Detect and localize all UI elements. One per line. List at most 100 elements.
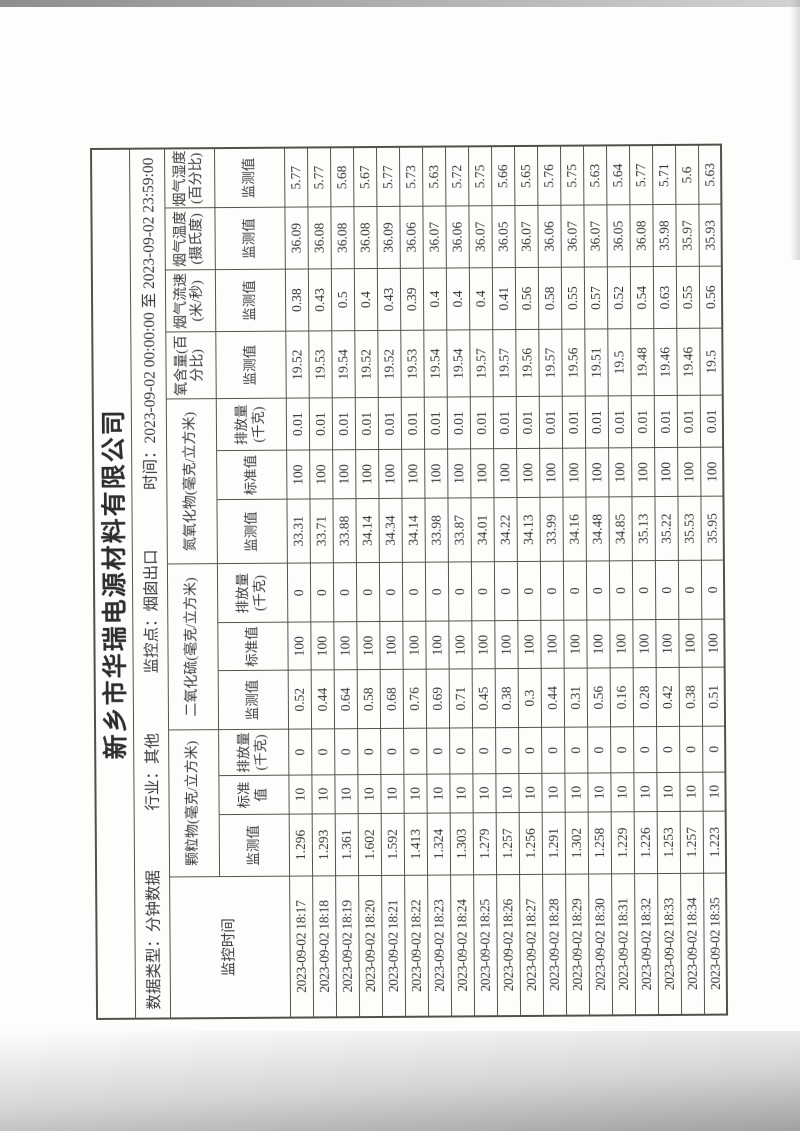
value-cell: 100	[378, 449, 402, 499]
value-cell: 1.324	[426, 812, 451, 876]
value-cell: 100	[287, 621, 311, 671]
value-cell: 5.64	[605, 145, 630, 206]
value-cell: 0	[516, 561, 541, 621]
value-cell: 5.65	[513, 145, 538, 206]
value-cell: 19.48	[630, 328, 654, 396]
value-cell: 1.258	[587, 811, 612, 875]
sub-header-pm-emission: 排放量(千克)	[218, 729, 289, 776]
value-cell: 0	[677, 560, 702, 620]
value-cell: 0	[633, 726, 657, 774]
value-cell: 100	[493, 449, 517, 498]
value-cell: 10	[495, 773, 519, 813]
value-cell: 0.01	[561, 396, 586, 449]
value-cell: 0.4	[468, 267, 493, 331]
value-cell: 0.55	[560, 266, 585, 330]
value-cell: 0.01	[377, 397, 402, 450]
value-cell: 0	[700, 560, 725, 620]
value-cell: 19.54	[423, 330, 447, 398]
value-cell: 0.38	[284, 268, 309, 332]
group-header-flue-humidity: 烟气湿度(百分比)	[164, 148, 215, 209]
value-cell: 34.14	[401, 498, 425, 563]
value-cell: 19.46	[676, 328, 700, 396]
value-cell: 10	[518, 773, 542, 813]
value-cell: 34.48	[585, 496, 609, 562]
value-cell: 0	[286, 563, 311, 623]
value-cell: 19.46	[653, 328, 677, 396]
value-cell: 100	[631, 448, 655, 497]
value-cell: 0	[654, 560, 679, 620]
value-cell: 5.68	[330, 147, 354, 208]
value-cell: 0.76	[402, 669, 427, 729]
value-cell: 100	[379, 621, 403, 670]
value-cell: 0	[403, 728, 427, 775]
value-cell: 100	[563, 620, 587, 669]
value-cell: 0.01	[469, 396, 494, 450]
time-cell: 2023-09-02 18:28	[542, 874, 567, 1016]
value-cell: 0.52	[606, 266, 631, 330]
time-cell: 2023-09-02 18:18	[312, 876, 337, 1018]
value-cell: 0.01	[492, 396, 517, 450]
table-body: 2023-09-02 18:17 1.296 10 0 0.52 100 0 33.31 100…	[284, 144, 728, 1018]
value-cell: 100	[585, 448, 609, 497]
value-cell: 0.01	[630, 395, 655, 449]
value-cell: 0.01	[607, 395, 632, 449]
value-cell: 0	[332, 563, 357, 622]
value-cell: 34.34	[378, 498, 402, 563]
value-cell: 10	[449, 774, 473, 813]
value-cell: 0.4	[422, 267, 447, 331]
value-cell: 100	[678, 619, 702, 668]
value-cell: 19.52	[377, 330, 401, 398]
time-cell: 2023-09-02 18:31	[611, 873, 636, 1016]
value-cell: 1.257	[495, 812, 520, 875]
value-cell: 1.279	[472, 812, 497, 876]
scan-artifact-right	[790, 0, 800, 260]
value-cell: 36.07	[560, 205, 584, 268]
value-cell: 0.41	[491, 267, 516, 331]
value-cell: 0	[608, 561, 633, 620]
value-cell: 5.75	[467, 146, 492, 207]
value-cell: 36.06	[537, 205, 561, 268]
value-cell: 100	[608, 448, 632, 497]
time-cell: 2023-09-02 18:19	[335, 875, 360, 1018]
value-cell: 1.602	[357, 813, 382, 876]
title-row: 新乡市华瑞电源材料有限公司	[91, 148, 136, 1019]
value-cell: 0.43	[376, 268, 401, 331]
value-cell: 5.75	[559, 145, 584, 206]
value-cell: 0.28	[632, 667, 657, 727]
sub-header-pm-measured: 监测值	[218, 813, 290, 877]
sub-header-oxygen-measured: 监测值	[215, 331, 286, 399]
value-cell: 0	[631, 561, 656, 620]
value-cell: 19.57	[538, 329, 562, 397]
value-cell: 33.99	[539, 497, 563, 562]
value-cell: 36.06	[399, 206, 423, 269]
sub-header-nox-standard: 标准值	[216, 450, 287, 500]
value-cell: 0	[380, 728, 404, 775]
value-cell: 1.293	[311, 813, 336, 877]
value-cell: 100	[310, 621, 334, 671]
value-cell: 19.5	[607, 329, 631, 396]
value-cell: 1.257	[679, 810, 704, 874]
report-sheet: 新乡市华瑞电源材料有限公司 数据类型：分钟数据 行业：其他 监控点：烟囱出口 时…	[90, 143, 729, 1020]
value-cell: 100	[517, 620, 541, 669]
value-cell: 5.63	[697, 144, 722, 205]
value-cell: 0	[518, 727, 542, 774]
value-cell: 100	[425, 620, 449, 670]
value-cell: 1.253	[656, 811, 681, 874]
value-cell: 5.73	[398, 146, 423, 207]
time-cell: 2023-09-02 18:22	[404, 875, 429, 1017]
value-cell: 0.54	[629, 266, 654, 330]
value-cell: 0.01	[400, 397, 425, 450]
value-cell: 100	[448, 620, 472, 670]
value-cell: 100	[332, 450, 356, 499]
value-cell: 1.223	[702, 810, 727, 874]
value-cell: 36.07	[514, 205, 538, 268]
value-cell: 0	[426, 727, 450, 775]
value-cell: 0.01	[584, 395, 609, 449]
value-cell: 10	[357, 774, 381, 814]
value-cell: 100	[632, 619, 656, 669]
group-header-nox: 氮氧化物(毫克/立方米)	[165, 398, 217, 565]
sub-header-so2-measured: 监测值	[217, 670, 289, 730]
value-cell: 0.01	[515, 396, 540, 450]
value-cell: 0.01	[538, 396, 563, 449]
value-cell: 0.01	[354, 397, 379, 451]
